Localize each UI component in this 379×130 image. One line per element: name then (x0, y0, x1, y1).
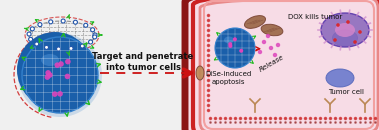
Circle shape (333, 38, 337, 42)
Circle shape (233, 37, 237, 41)
Circle shape (91, 28, 95, 32)
Circle shape (44, 45, 49, 49)
Circle shape (229, 44, 232, 48)
Circle shape (29, 37, 33, 41)
Circle shape (57, 91, 63, 97)
Circle shape (273, 53, 277, 57)
Circle shape (89, 40, 92, 44)
Ellipse shape (196, 66, 204, 80)
Circle shape (47, 72, 53, 78)
Circle shape (27, 42, 83, 98)
Circle shape (358, 30, 362, 34)
Circle shape (18, 33, 102, 117)
Ellipse shape (244, 16, 266, 28)
Text: Release: Release (258, 54, 285, 72)
Circle shape (22, 37, 98, 113)
Circle shape (61, 19, 65, 23)
Circle shape (336, 23, 340, 27)
Circle shape (17, 32, 93, 108)
Text: DOX kills tumor: DOX kills tumor (288, 14, 342, 20)
Ellipse shape (326, 69, 354, 87)
Circle shape (84, 23, 88, 27)
Circle shape (353, 40, 357, 44)
Ellipse shape (332, 30, 357, 46)
Circle shape (35, 42, 39, 46)
Text: DiSe-induced
apoptosis: DiSe-induced apoptosis (205, 71, 251, 85)
Circle shape (93, 33, 97, 37)
Text: Tumor cell: Tumor cell (328, 89, 364, 95)
Circle shape (258, 50, 262, 54)
Circle shape (93, 35, 97, 39)
Circle shape (69, 46, 73, 50)
Circle shape (346, 20, 350, 24)
Circle shape (56, 47, 61, 51)
Ellipse shape (224, 37, 234, 44)
Circle shape (21, 36, 89, 104)
Circle shape (74, 20, 77, 24)
Circle shape (215, 28, 255, 68)
Circle shape (45, 70, 51, 76)
Circle shape (266, 34, 270, 38)
Circle shape (269, 46, 273, 50)
Circle shape (58, 61, 64, 67)
Text: Target and penetrate
into tumor cells: Target and penetrate into tumor cells (92, 52, 194, 72)
Circle shape (80, 44, 84, 48)
Circle shape (45, 74, 50, 80)
Circle shape (276, 43, 280, 47)
Ellipse shape (261, 24, 283, 36)
Ellipse shape (321, 13, 369, 47)
Circle shape (38, 23, 42, 27)
Circle shape (262, 40, 266, 44)
Circle shape (65, 59, 71, 64)
Circle shape (27, 32, 31, 36)
Ellipse shape (41, 54, 59, 66)
Circle shape (30, 27, 34, 31)
Circle shape (49, 20, 53, 24)
Ellipse shape (335, 23, 355, 37)
FancyBboxPatch shape (185, 0, 379, 130)
Circle shape (239, 49, 243, 53)
Circle shape (228, 42, 232, 46)
Circle shape (52, 91, 58, 97)
Circle shape (55, 62, 60, 68)
Circle shape (65, 74, 70, 79)
